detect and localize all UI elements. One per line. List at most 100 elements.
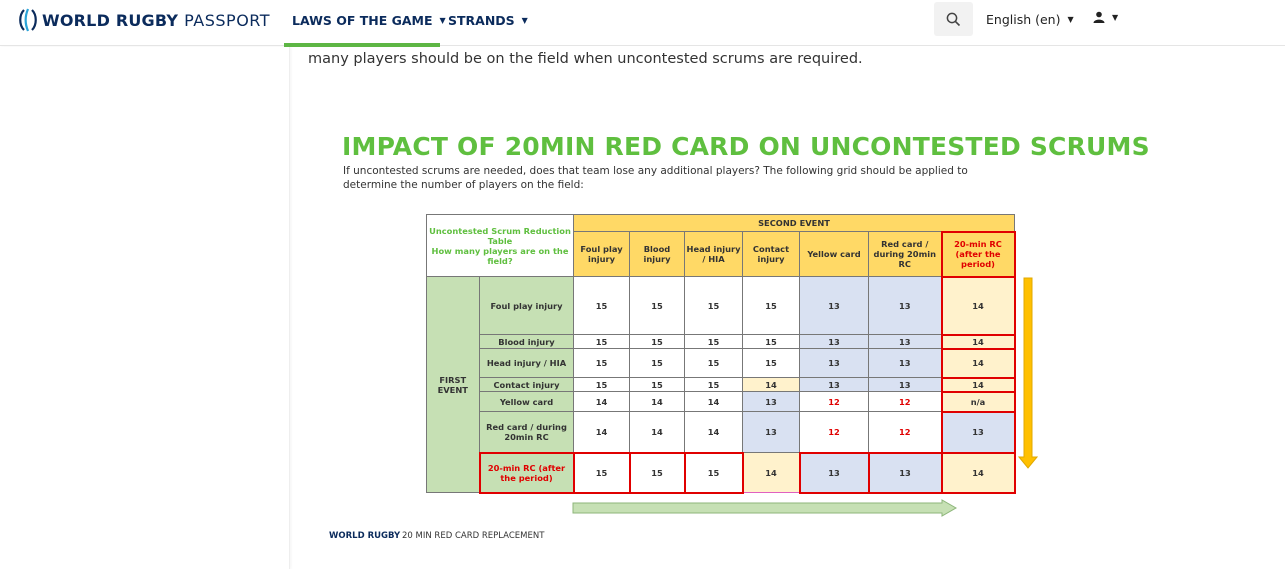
search-button[interactable]	[934, 2, 973, 36]
user-icon	[1093, 11, 1105, 23]
table-cell: 15	[629, 377, 685, 392]
figure-title: IMPACT OF 20MIN RED CARD ON UNCONTESTED …	[342, 132, 1150, 161]
second-event-header: SECOND EVENT	[573, 214, 1015, 232]
table-cell: 13	[742, 391, 800, 412]
figure-footer-brand: WORLD RUGBY	[329, 531, 401, 541]
row-header: Blood injury	[479, 334, 574, 349]
nav-strands[interactable]: STRANDS ▼	[448, 13, 528, 28]
table-cell: 13	[799, 334, 869, 349]
top-navbar: WORLD RUGBY PASSPORT LAWS OF THE GAME ▼ …	[0, 0, 1285, 47]
arrow-right-icon	[572, 499, 958, 517]
search-icon	[946, 12, 961, 26]
chevron-down-icon: ▼	[521, 16, 528, 25]
row-header: Red card / during 20min RC	[479, 411, 574, 453]
nav-laws-of-the-game[interactable]: LAWS OF THE GAME ▼	[292, 13, 446, 28]
table-row: Red card / during 20min RC 14 14 14 13 1…	[427, 410, 1016, 454]
table-cell: 14	[940, 451, 1016, 494]
language-selector[interactable]: English (en) ▼	[986, 12, 1074, 27]
table-cell: 13	[868, 334, 942, 349]
site-logo[interactable]: WORLD RUGBY PASSPORT	[18, 8, 270, 32]
chevron-down-icon: ▼	[1112, 12, 1119, 22]
table-cell: 13	[868, 377, 942, 392]
table-cell: 12	[868, 411, 942, 453]
table-corner: Uncontested Scrum Reduction Table How ma…	[426, 214, 574, 277]
table-cell: 15	[684, 377, 743, 392]
nav-laws-label: LAWS OF THE GAME	[292, 13, 433, 28]
table-cell: 15	[742, 348, 800, 378]
table-cell: 15	[572, 451, 631, 494]
table-cell: 15	[628, 451, 686, 494]
table-cell: 15	[573, 334, 630, 349]
table-cell: 14	[940, 275, 1016, 336]
table-row: 20-min RC (after the period) 15 15 15 14…	[427, 451, 1016, 494]
table-row: Contact injury 15 15 15 14 13 13 14	[427, 376, 1016, 393]
table-cell: 14	[684, 391, 743, 412]
first-event-label: FIRST EVENT	[426, 276, 480, 493]
table-cell: 12	[799, 391, 869, 412]
table-cell: 12	[868, 391, 942, 412]
table-cell: 13	[799, 377, 869, 392]
table-cell: 15	[629, 276, 685, 335]
table-cell: 15	[629, 334, 685, 349]
table-cell: 14	[742, 452, 800, 493]
rugby-logo-icon	[19, 8, 37, 32]
table-cell: n/a	[940, 390, 1016, 413]
table-cell: 14	[629, 411, 685, 453]
table-cell: 15	[684, 276, 743, 335]
table-row: Blood injury 15 15 15 15 13 13 14	[427, 333, 1016, 350]
language-label: English (en)	[986, 12, 1061, 27]
row-header: Contact injury	[479, 377, 574, 392]
table-row: Head injury / HIA 15 15 15 15 13 13 14	[427, 347, 1016, 379]
table-cell: 13	[940, 410, 1016, 454]
row-header: Head injury / HIA	[479, 348, 574, 378]
row-header: Foul play injury	[479, 276, 574, 335]
column-header: Contact injury	[742, 231, 800, 277]
table-cell: 14	[940, 333, 1016, 350]
column-header: Head injury / HIA	[684, 231, 743, 277]
row-header: Yellow card	[479, 391, 574, 412]
table-cell: 13	[799, 276, 869, 335]
table-cell: 14	[940, 347, 1016, 379]
table-cell: 13	[798, 451, 870, 494]
table-cell: 15	[684, 348, 743, 378]
intro-paragraph: many players should be on the field when…	[308, 51, 863, 67]
table-cell: 15	[742, 276, 800, 335]
column-header: Yellow card	[799, 231, 869, 277]
corner-title: Uncontested Scrum Reduction Table	[429, 225, 571, 246]
reduction-table: Uncontested Scrum Reduction Table How ma…	[426, 214, 1016, 494]
figure-footer-text: 20 MIN RED CARD REPLACEMENT	[402, 531, 545, 541]
table-cell: 15	[742, 334, 800, 349]
table-cell: 12	[799, 411, 869, 453]
table-row: Yellow card 14 14 14 13 12 12 n/a	[427, 390, 1016, 413]
table-cell: 14	[629, 391, 685, 412]
nav-strands-label: STRANDS	[448, 13, 515, 28]
chevron-down-icon: ▼	[439, 16, 446, 25]
table-cell: 14	[742, 377, 800, 392]
table-cell: 15	[573, 377, 630, 392]
table-cell: 15	[684, 334, 743, 349]
table-cell: 14	[940, 376, 1016, 393]
table-cell: 15	[683, 451, 744, 494]
active-tab-underline	[284, 43, 440, 47]
column-header: Foul play injury	[573, 231, 630, 277]
table-cell: 13	[867, 451, 943, 494]
table-cell: 15	[573, 276, 630, 335]
table-cell: 14	[684, 411, 743, 453]
table-row: FIRST EVENT Foul play injury 15 15 15 15…	[426, 275, 1016, 493]
row-header: 20-min RC (after the period)	[478, 451, 575, 494]
column-header: Blood injury	[629, 231, 685, 277]
chevron-down-icon: ▼	[1067, 15, 1074, 24]
logo-text-light: PASSPORT	[184, 10, 271, 30]
user-menu[interactable]: ▼	[1093, 11, 1118, 23]
table-cell: 13	[868, 276, 942, 335]
left-sidebar	[0, 47, 290, 569]
figure-description: If uncontested scrums are needed, does t…	[343, 165, 968, 191]
table-cell: 13	[868, 348, 942, 378]
table-cell: 14	[573, 391, 630, 412]
column-header: Red card / during 20min RC	[868, 231, 942, 277]
table-cell: 15	[629, 348, 685, 378]
table-cell: 14	[573, 411, 630, 453]
logo-text-bold: WORLD RUGBY	[42, 10, 179, 30]
table-cell: 13	[799, 348, 869, 378]
corner-question: How many players are on the field?	[431, 245, 569, 266]
